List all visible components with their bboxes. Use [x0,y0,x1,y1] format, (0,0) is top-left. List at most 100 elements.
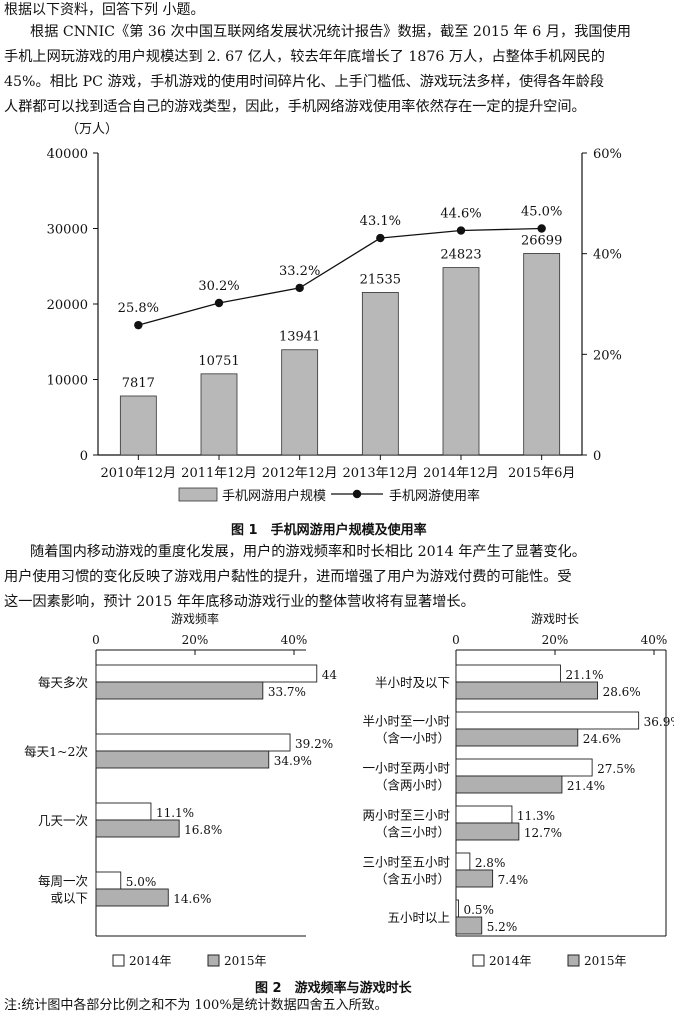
category-label: 每天多次 [38,675,88,690]
line-value-label: 25.8% [118,301,159,316]
legend-bar-label: 手机网游用户规模 [222,488,326,504]
bar-2015-value-label: 16.8% [184,823,222,837]
x-tick-label: 2014年12月 [423,466,499,481]
figure1-caption: 图 1 手机网游用户规模及使用率 [231,523,427,538]
category-label: （含五小时） [375,872,450,887]
category-label: 半小时及以下 [375,675,450,690]
bar-value-label: 21535 [360,272,401,287]
bar-2015 [455,916,483,935]
y2-tick-label: 60% [593,147,622,162]
bar-2014-value-label: 36.9% [644,715,674,729]
category-label: 或以下 [50,891,88,906]
bar-2014-value-label: 5.0% [126,875,157,889]
line-point [376,233,385,243]
line-value-label: 43.1% [360,214,401,229]
intro-text: 根据以下资料，回答下列 小题。 [4,2,205,18]
bar-2015-value-label: 5.2% [487,920,518,934]
footnote: 注:统计图中各部分比例之和不为 100%是统计数据四舍五入所致。 [4,998,388,1013]
category-label: 半小时至一小时 [362,714,450,729]
x-tick-label: 0 [452,633,460,647]
legend-2014-swatch [472,954,485,967]
bar-2014 [95,802,152,821]
x-tick-label: 2010年12月 [101,466,177,481]
line-value-label: 45.0% [521,205,562,220]
figure2-caption: 图 2 游戏频率与游戏时长 [255,981,412,996]
x-tick-label: 2015年6月 [508,466,575,481]
bar-2015 [95,681,264,700]
legend-line-label: 手机网游使用率 [389,488,480,504]
bar-user-scale [442,267,480,456]
bar-2014 [455,805,513,824]
para2-line1: 随着国内移动游戏的重度化发展，用户的游戏频率和时长相比 2014 年产生了显著变… [30,544,586,560]
legend-2015-label: 2015年 [584,954,627,968]
bar-2015-value-label: 12.7% [524,826,562,840]
y-tick-label: 10000 [47,374,88,389]
bar-2014-value-label: 2.8% [475,856,506,870]
y-tick-label: 40000 [47,147,88,162]
para1-line4: 人群都可以找到适合自己的游戏类型，因此，手机网络游戏使用率依然存在一定的提升空间… [4,99,586,115]
category-label: 五小时以上 [387,910,450,925]
para2-line3: 这一因素影响，预计 2015 年年底移动游戏行业的整体营收将有显著增长。 [4,594,475,610]
bar-2015 [455,869,494,888]
x-tick-label: 2012年12月 [262,466,338,481]
bar-user-scale [119,395,157,456]
chart-game-duration: 游戏时长 0 20% 40% 21.1%28.6% 半小时及以下 36.9% 24.6% 半小时… [362,612,674,968]
category-label: （含两小时） [375,778,450,793]
line-usage-rate [138,227,542,326]
bar-2015-value-label: 24.6% [583,732,621,746]
bar-2014 [95,733,291,752]
category-label: （含三小时） [375,825,450,840]
chart-title: 游戏时长 [531,612,579,626]
bar-user-scale [523,253,561,456]
bar-2014-value-label: 44.6% [322,668,337,682]
legend-2015-swatch [567,954,580,967]
bar-user-scale [361,292,399,456]
bar-2014 [95,664,318,683]
line-value-label: 30.2% [198,279,239,294]
line-point [295,283,304,293]
bar-2015 [95,888,169,907]
bar-2015-value-label: 34.9% [274,754,312,768]
bar-2015-value-label: 21.4% [567,779,605,793]
category-label: 两小时至三小时 [362,808,450,823]
bar-2015 [95,750,270,769]
bar-2014 [455,664,561,683]
bar-2015 [455,728,579,747]
bar-value-label: 13941 [279,330,320,345]
y-tick-label: 30000 [47,223,88,238]
category-label: 每天1~2次 [24,744,88,759]
legend-2015-swatch [207,954,220,967]
legend-2014-label: 2014年 [489,954,532,968]
bar-2014-value-label: 39.2% [295,737,333,751]
bar-2014 [455,899,459,918]
bar-2014 [95,871,122,890]
bar-2014-value-label: 27.5% [597,762,635,776]
legend-2015-label: 2015年 [224,954,267,968]
bar-2015 [455,681,599,700]
category-label: （含一小时） [375,731,450,746]
bar-2015-value-label: 7.4% [498,873,529,887]
bar-2015-value-label: 33.7% [268,685,306,699]
legend-2014-label: 2014年 [129,954,172,968]
chart-game-frequency: 游戏频率 0 20% 40% 44.6% 33.7% 每天多次 39.2% 34.9% 每天1~2… [24,611,337,968]
category-label: 一小时至两小时 [362,761,450,776]
bar-2015-value-label: 14.6% [173,892,211,906]
legend-bar-swatch [178,487,218,502]
x-tick-label: 40% [281,633,308,647]
bar-value-label: 26699 [521,233,562,248]
bar-user-scale [281,349,319,456]
x-tick-label: 40% [641,633,668,647]
bar-2014-value-label: 11.3% [517,809,555,823]
bar-2014-value-label: 21.1% [565,668,603,682]
bar-2014 [455,711,640,730]
line-point [214,298,224,308]
bar-2015 [455,822,520,841]
bar-user-scale [200,373,238,456]
legend-2014-swatch [112,954,125,967]
line-value-label: 33.2% [279,264,320,279]
line-value-label: 44.6% [440,207,481,222]
chart-user-scale: （万人） 0 10000 20000 30000 40000 0 20% 40% 60% 7817 2… [47,122,622,504]
chart-title: 游戏频率 [171,611,219,626]
y-axis-unit: （万人） [66,122,118,137]
x-tick-label: 0 [92,633,100,647]
